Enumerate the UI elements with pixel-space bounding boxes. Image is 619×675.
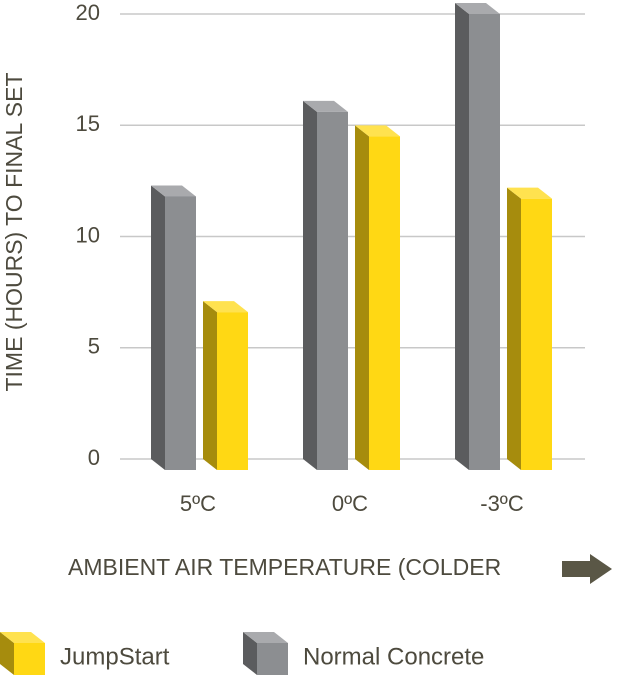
bar-front — [14, 643, 45, 675]
bar-side — [203, 301, 217, 470]
legend-item: JumpStart — [0, 632, 170, 675]
bar-side — [243, 632, 257, 675]
bar — [203, 301, 248, 470]
bar-front — [521, 198, 552, 471]
y-tick-label: 15 — [76, 111, 100, 136]
x-tick-label: 0ºC — [332, 491, 368, 516]
bar — [151, 185, 196, 470]
bar-side — [455, 3, 469, 470]
bar-side — [303, 100, 317, 471]
bar-front — [317, 111, 348, 471]
bar-top — [507, 187, 552, 199]
bar-front — [165, 196, 196, 470]
bar-side — [507, 187, 521, 471]
bar-side — [151, 185, 165, 470]
y-tick-label: 10 — [76, 222, 100, 247]
y-tick-label: 0 — [88, 445, 100, 470]
y-tick-label: 5 — [88, 334, 100, 359]
bar — [507, 187, 552, 471]
bar — [455, 3, 500, 470]
bar-front — [369, 136, 400, 470]
bar-top — [355, 125, 400, 137]
bar-top — [303, 100, 348, 112]
x-tick-label: -3ºC — [480, 491, 524, 516]
bar-side — [355, 125, 369, 470]
bar-side — [0, 632, 14, 675]
bar-front — [469, 14, 500, 470]
bar-top — [0, 632, 45, 643]
x-axis-title: AMBIENT AIR TEMPERATURE (COLDER — [68, 554, 501, 580]
legend-label: Normal Concrete — [303, 643, 484, 670]
y-tick-label: 20 — [76, 0, 100, 25]
legend-label: JumpStart — [60, 643, 170, 670]
arrow-icon — [562, 554, 612, 584]
x-tick-label: 5ºC — [180, 491, 216, 516]
bar-top — [151, 185, 196, 197]
y-axis-title: TIME (HOURS) TO FINAL SET — [1, 72, 27, 391]
legend-item: Normal Concrete — [243, 632, 484, 675]
bar-front — [217, 312, 248, 470]
bar-top — [455, 3, 500, 14]
bar — [303, 100, 348, 471]
bar-front — [257, 643, 288, 675]
bar-top — [243, 632, 288, 643]
bar — [355, 125, 400, 470]
bar-top — [203, 301, 248, 313]
